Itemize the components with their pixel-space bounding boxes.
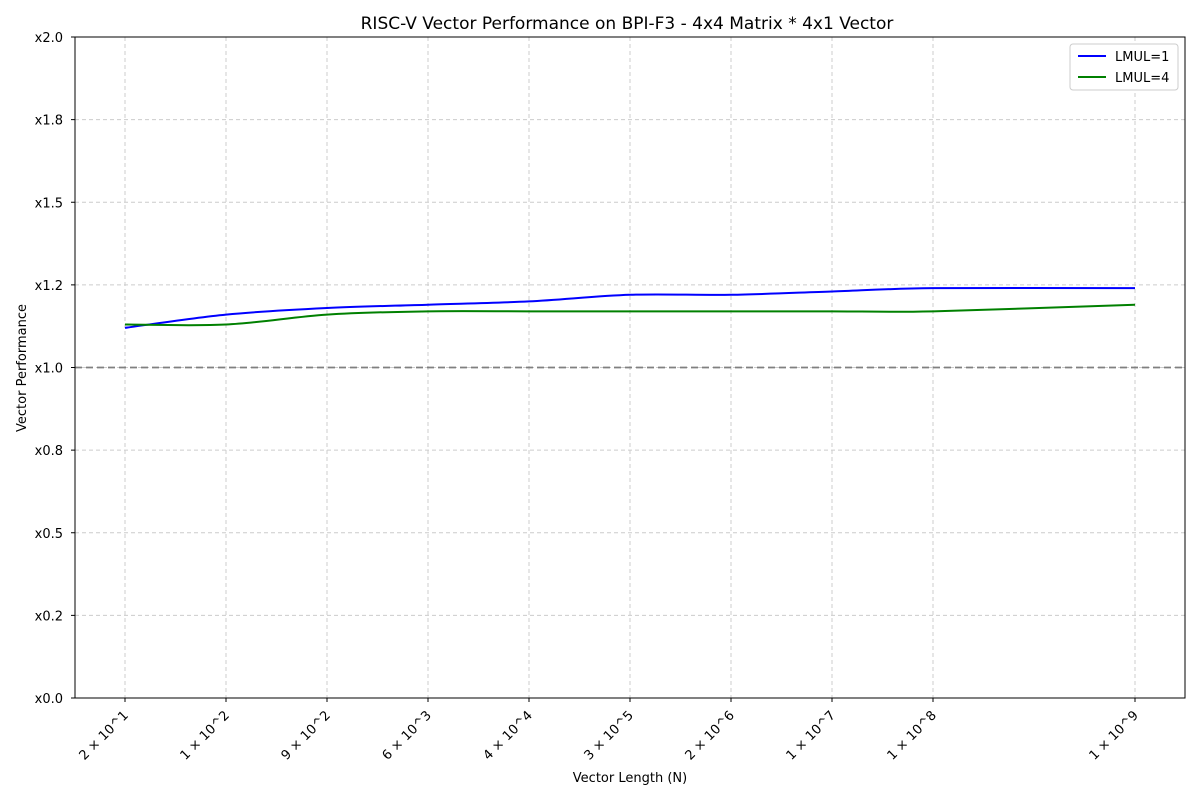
y-tick-label: x0.0 xyxy=(35,692,63,707)
legend: LMUL=1 LMUL=4 xyxy=(1069,43,1179,91)
y-tick-label: x1.8 xyxy=(35,114,63,129)
series-group xyxy=(124,286,1136,329)
y-axis: x0.0 x0.2 x0.5 x0.8 x1.0 x1.2 x1.5 x1.8 x2.0 xyxy=(35,31,75,707)
y-tick-label: x1.2 xyxy=(35,279,63,294)
y-tick-label: x0.5 xyxy=(35,527,63,542)
x-axis-label: Vector Length (N) xyxy=(573,771,687,786)
y-axis-label: Vector Performance xyxy=(15,304,30,432)
legend-label-lmul-1: LMUL=1 xyxy=(1115,50,1169,65)
series-line-lmul-1 xyxy=(124,286,1136,329)
y-tick-label: x1.0 xyxy=(35,362,63,377)
y-tick-label: x2.0 xyxy=(35,31,63,46)
series-line-lmul-4 xyxy=(124,303,1136,327)
legend-label-lmul-4: LMUL=4 xyxy=(1115,71,1169,86)
chart-title: RISC-V Vector Performance on BPI-F3 - 4x… xyxy=(361,14,894,34)
y-tick-label: x0.2 xyxy=(35,609,63,624)
y-tick-label: x1.5 xyxy=(35,196,63,211)
y-tick-label: x0.8 xyxy=(35,444,63,459)
